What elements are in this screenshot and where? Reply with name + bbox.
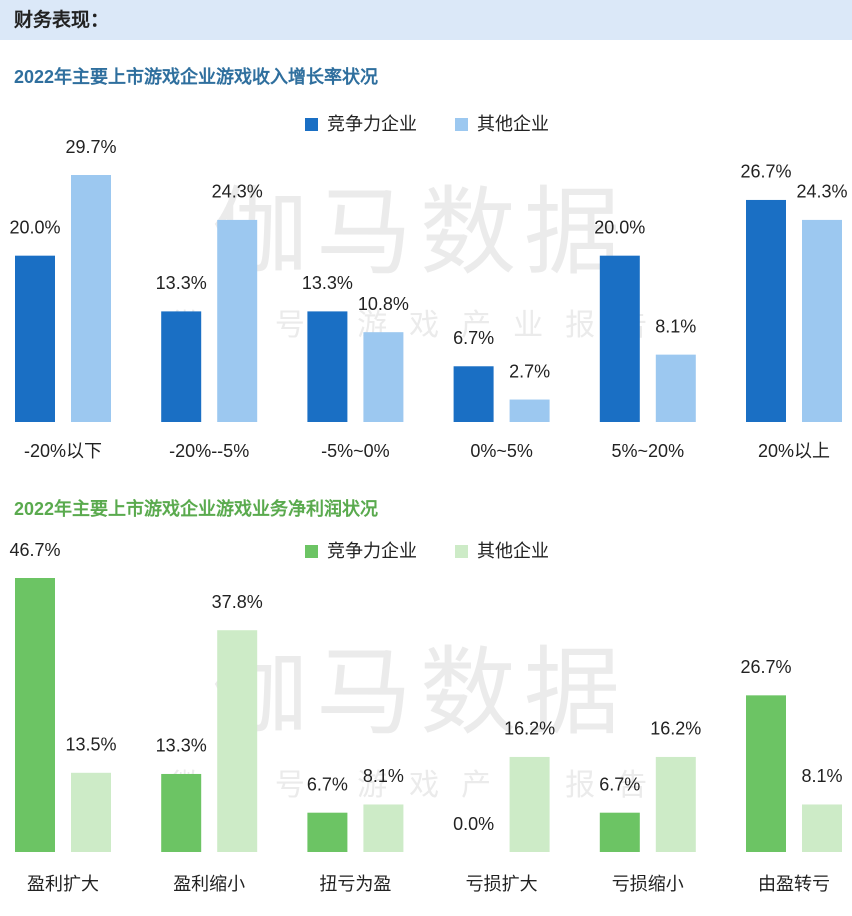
bar <box>161 311 202 422</box>
bar <box>746 199 786 422</box>
bar <box>307 311 348 422</box>
bar <box>71 175 111 422</box>
x-tick-label: 20%以上 <box>758 441 830 461</box>
value-label: 8.1% <box>363 766 404 786</box>
value-label: 16.2% <box>504 719 555 739</box>
value-label: 8.1% <box>655 316 696 336</box>
x-tick-label: 5%~20% <box>612 441 685 461</box>
legend-label: 其他企业 <box>477 541 549 561</box>
value-label: 13.3% <box>302 273 353 293</box>
x-tick-label: -20%以下 <box>24 441 102 461</box>
value-label: 46.7% <box>9 540 60 560</box>
value-label: 20.0% <box>9 217 60 237</box>
legend-label: 其他企业 <box>477 114 549 134</box>
x-tick-label: -5%~0% <box>321 441 390 461</box>
value-label: 26.7% <box>740 162 791 182</box>
bar <box>509 399 550 422</box>
x-tick-label: 0%~5% <box>470 441 533 461</box>
x-tick-label: 亏损扩大 <box>466 874 538 894</box>
value-label: 24.3% <box>212 182 263 202</box>
x-tick-label: 亏损缩小 <box>612 874 684 894</box>
bar <box>363 332 404 422</box>
bar <box>15 255 55 422</box>
chart-title: 2022年主要上市游戏企业游戏收入增长率状况 <box>14 66 378 87</box>
value-label: 13.5% <box>65 735 116 755</box>
bar <box>599 255 640 422</box>
watermark: 伽马数据 <box>212 639 628 746</box>
bar <box>15 578 55 852</box>
value-label: 10.8% <box>358 294 409 314</box>
bar <box>802 219 842 422</box>
value-label: 2.7% <box>509 361 550 381</box>
bar <box>655 756 696 852</box>
value-label: 37.8% <box>212 592 263 612</box>
value-label: 8.1% <box>801 766 842 786</box>
bar <box>599 812 640 852</box>
bar <box>363 804 404 852</box>
header-band <box>0 0 852 40</box>
x-tick-label: 盈利缩小 <box>173 874 245 894</box>
bar <box>453 366 494 422</box>
x-tick-label: 盈利扩大 <box>27 874 99 894</box>
legend-swatch <box>455 118 468 131</box>
bar <box>509 756 550 852</box>
value-label: 6.7% <box>599 774 640 794</box>
bar <box>161 773 202 852</box>
value-label: 0.0% <box>453 814 494 834</box>
legend-swatch <box>305 118 318 131</box>
legend-swatch <box>305 545 318 558</box>
header-title: 财务表现： <box>14 8 109 31</box>
legend-swatch <box>455 545 468 558</box>
value-label: 6.7% <box>453 328 494 348</box>
x-tick-label: 扭亏为盈 <box>319 874 391 894</box>
bar <box>307 812 348 852</box>
value-label: 26.7% <box>740 657 791 677</box>
value-label: 6.7% <box>307 774 348 794</box>
legend-label: 竞争力企业 <box>327 541 417 561</box>
value-label: 13.3% <box>156 273 207 293</box>
bar <box>217 219 258 422</box>
x-tick-label: 由盈转亏 <box>758 874 830 894</box>
value-label: 20.0% <box>594 217 645 237</box>
watermark: 伽马数据 <box>212 179 628 286</box>
value-label: 29.7% <box>65 137 116 157</box>
bar <box>71 772 111 852</box>
bar <box>217 630 258 852</box>
value-label: 24.3% <box>796 182 847 202</box>
value-label: 16.2% <box>650 719 701 739</box>
x-tick-label: -20%--5% <box>169 441 249 461</box>
bar <box>802 804 842 852</box>
value-label: 13.3% <box>156 736 207 756</box>
bar <box>655 354 696 422</box>
legend-label: 竞争力企业 <box>327 114 417 134</box>
chart-title: 2022年主要上市游戏企业游戏业务净利润状况 <box>14 498 378 519</box>
bar <box>746 695 786 852</box>
